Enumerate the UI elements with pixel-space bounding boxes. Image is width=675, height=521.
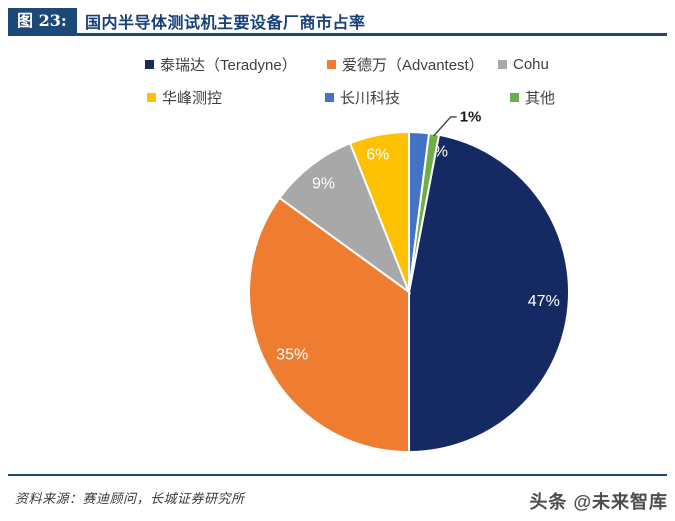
footer-divider [8,474,667,476]
legend-item-2: Cohu [498,54,549,74]
legend-item-4: 长川科技 [325,87,400,107]
legend-item-5: 其他 [510,87,555,107]
legend-label: 泰瑞达（Teradyne） [160,56,297,74]
legend-label: 长川科技 [340,89,401,107]
watermark: 头条 @未来智库 [529,492,668,512]
legend-label: 华峰测控 [162,89,223,107]
legend-marker-icon [510,92,519,102]
legend-label: Cohu [513,55,549,73]
pie-slice-2 [278,141,412,295]
pie-slice-5 [408,132,441,293]
label-leader-line [433,116,457,137]
legend-item-1: 爱德万（Advantest） [327,54,484,74]
pie-label-0: 47% [528,293,560,310]
legend-marker-icon [145,59,154,69]
pie-slice-0 [408,133,571,454]
legend-marker-icon [327,59,336,69]
legend-label: 爱德万（Advantest） [342,56,484,74]
figure-number-badge: 图 23: [8,8,77,33]
legend-item-0: 泰瑞达（Teradyne） [145,54,297,74]
source-note: 资料来源：赛迪顾问，长城证券研究所 [15,492,245,507]
pie-label-outside-5: 1% [460,108,482,125]
pie-slice-1 [248,196,410,454]
legend-marker-icon [498,59,507,69]
legend-item-3: 华峰测控 [147,87,222,107]
header-divider [8,33,667,36]
legend-marker-icon [325,92,334,102]
legend-label: 其他 [525,89,556,107]
pie-label-2: 9% [312,175,335,192]
legend-marker-icon [147,92,156,102]
figure-title: 国内半导体测试机主要设备厂商市占率 [85,15,366,32]
pie-label-3: 6% [366,147,389,164]
pie-label-1: 35% [276,347,308,364]
